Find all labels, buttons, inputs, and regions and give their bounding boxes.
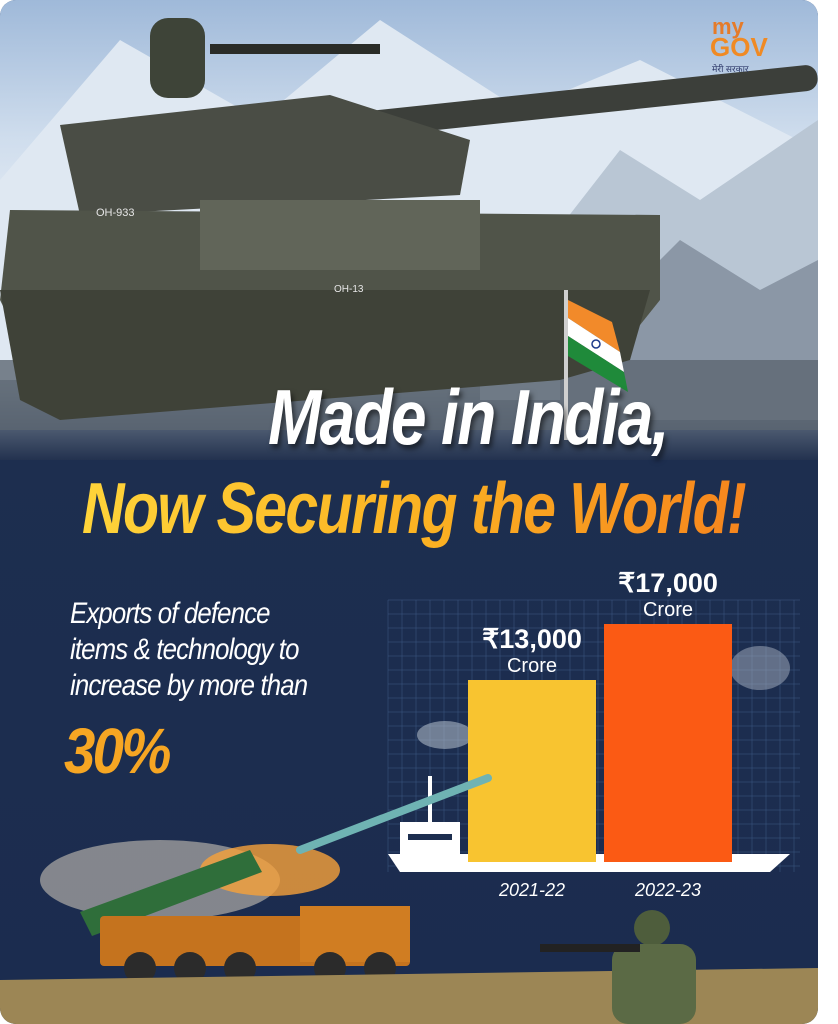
- headline-line-2: Now Securing the World!: [82, 469, 747, 549]
- flag-green: [568, 336, 628, 392]
- rocket-trail: [296, 774, 492, 854]
- logo-my-text: my: [712, 14, 744, 39]
- tank-turret-number: OH-13: [334, 284, 364, 295]
- x-tick-label-2022-23: 2022-23: [634, 880, 701, 900]
- soldier-body: [612, 944, 696, 1024]
- flag-saffron: [568, 300, 620, 352]
- bar-value-label-2022-23: ₹17,000: [618, 568, 718, 598]
- truck-cab: [300, 906, 410, 962]
- x-tick-label-2021-22: 2021-22: [498, 880, 565, 900]
- soldier-rifle: [540, 944, 640, 952]
- ship-window-row: [408, 834, 452, 840]
- launcher-rails: [80, 850, 262, 936]
- bar-value-label-2021-22: ₹13,000: [482, 624, 582, 654]
- truck-wheel-2: [174, 952, 206, 984]
- india-flag-icon: [564, 290, 628, 440]
- tank-hull-number: OH-933: [96, 207, 135, 219]
- tank-tracks: [0, 290, 650, 420]
- truck-wheel-3: [224, 952, 256, 984]
- infographic-card: OH-933 OH-13: [0, 0, 818, 1024]
- cloud-right: [730, 646, 790, 690]
- soldier-helmet: [634, 910, 670, 946]
- description-line-2: items & technology to: [70, 633, 299, 666]
- headline-line-1: Made in India,: [268, 373, 670, 461]
- tank-gun-barrel: [359, 65, 818, 137]
- bar-2022-23: [604, 624, 732, 862]
- truck-wheel-1: [124, 952, 156, 984]
- cloud-left: [417, 721, 473, 749]
- tank-turret: [60, 95, 470, 215]
- tank-commander: [150, 18, 205, 98]
- flag-chakra: [591, 339, 601, 349]
- mygov-logo: my GOV मेरी सरकार: [708, 14, 788, 74]
- soldier-illustration: [540, 910, 696, 1024]
- tank-mg: [210, 44, 380, 54]
- logo-subtitle: मेरी सरकार: [712, 64, 749, 74]
- description-line-3: increase by more than: [70, 669, 308, 702]
- flag-white: [568, 318, 624, 372]
- missile-launcher-illustration: [40, 774, 492, 984]
- exports-description: Exports of defence items & technology to…: [70, 596, 400, 704]
- bar-unit-label-2021-22: Crore: [507, 655, 557, 677]
- description-line-1: Exports of defence: [70, 597, 271, 630]
- bar-unit-label-2022-23: Crore: [643, 599, 693, 621]
- logo-gov-text: GOV: [710, 32, 768, 62]
- scene-illustration: OH-933 OH-13: [0, 18, 818, 1024]
- tank-armor-front: [200, 200, 480, 270]
- tank-illustration: OH-933 OH-13: [0, 18, 818, 420]
- increase-percentage: 30%: [64, 715, 171, 787]
- flag-pole: [564, 290, 568, 440]
- bar-2021-22: [468, 680, 596, 862]
